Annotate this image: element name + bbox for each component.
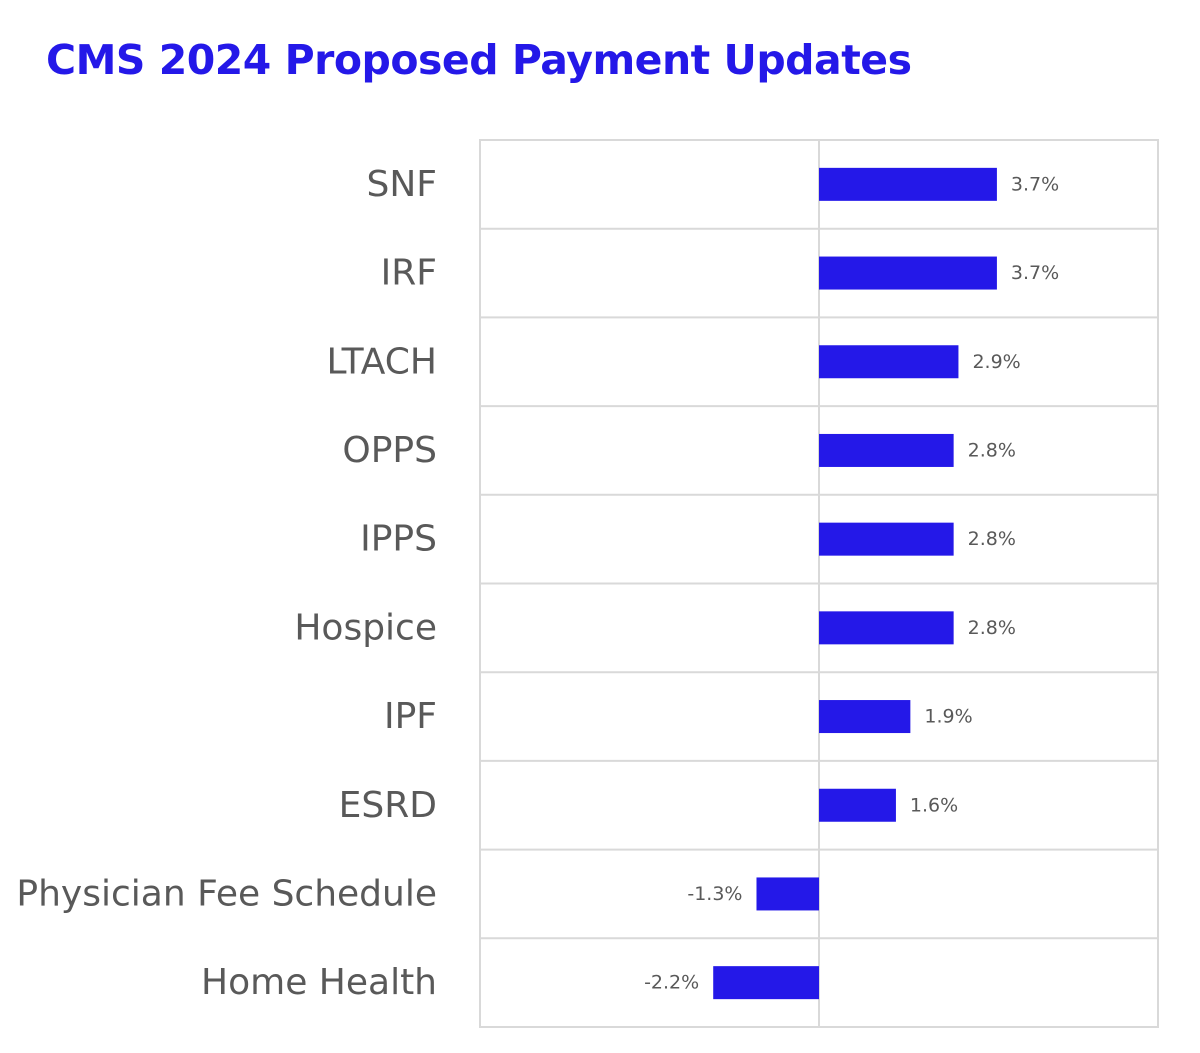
data-label: 1.6% <box>910 794 958 816</box>
category-label: Hospice <box>294 607 437 648</box>
labels-layer: SNF 3.7% IRF 3.7% LTACH 2.9% OPPS 2.8% IPPS 2.8% H… <box>16 164 1059 1003</box>
bar <box>819 167 997 201</box>
data-label: 3.7% <box>1011 173 1059 195</box>
bar <box>819 345 959 379</box>
category-label: OPPS <box>342 430 437 471</box>
category-label: IPF <box>384 696 437 737</box>
bar <box>819 433 954 467</box>
data-label: 2.9% <box>972 351 1020 373</box>
data-label: -1.3% <box>687 883 742 905</box>
category-label: Home Health <box>201 962 437 1003</box>
chart-title: CMS 2024 Proposed Payment Updates <box>46 36 912 84</box>
category-label: IPPS <box>360 519 437 560</box>
data-label: 2.8% <box>968 439 1016 461</box>
bar <box>819 522 954 556</box>
bar <box>819 700 911 734</box>
data-label: 3.7% <box>1011 262 1059 284</box>
bars-layer <box>713 167 997 1000</box>
bar <box>756 877 819 911</box>
bar <box>819 788 896 822</box>
category-label: IRF <box>381 253 437 294</box>
category-label: ESRD <box>339 785 437 826</box>
data-label: 1.9% <box>924 706 972 728</box>
category-label: Physician Fee Schedule <box>16 873 437 914</box>
data-label: -2.2% <box>644 972 699 994</box>
category-label: LTACH <box>327 341 438 382</box>
category-label: SNF <box>367 164 438 205</box>
bar <box>819 611 954 645</box>
data-label: 2.8% <box>968 528 1016 550</box>
bar <box>819 256 997 290</box>
bar <box>713 966 819 1000</box>
data-label: 2.8% <box>968 617 1016 639</box>
